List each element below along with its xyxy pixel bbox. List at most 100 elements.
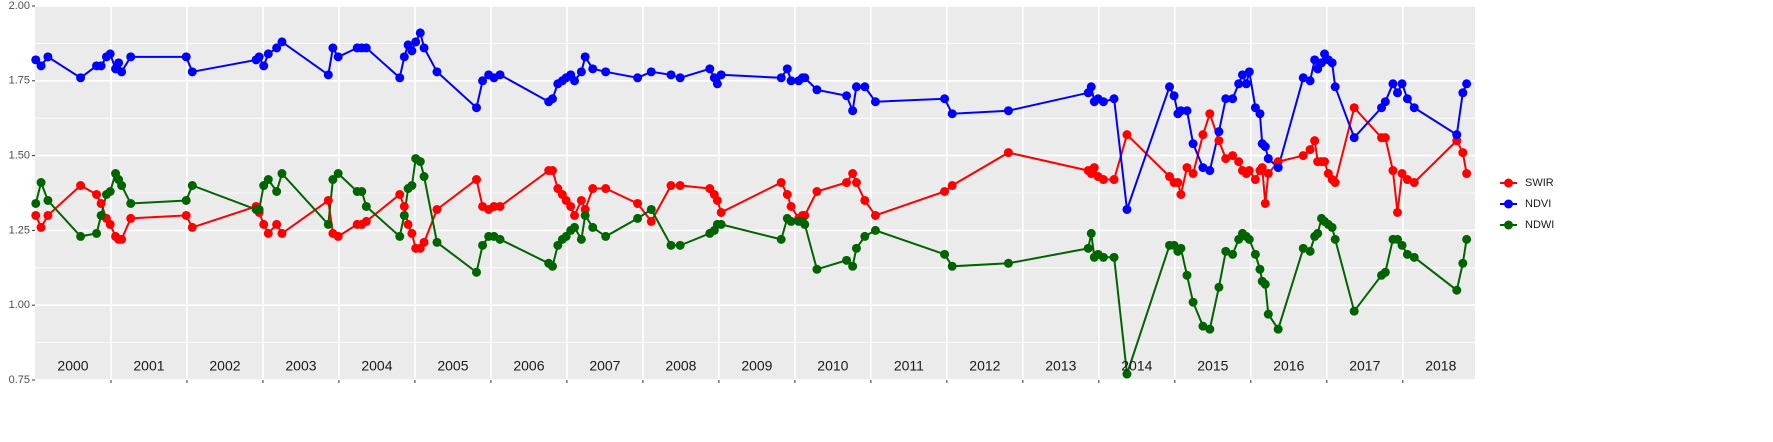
year-label: 2002 bbox=[209, 358, 240, 374]
point bbox=[259, 219, 269, 229]
year-label: 2007 bbox=[589, 358, 620, 374]
point bbox=[1458, 148, 1468, 158]
point bbox=[395, 73, 405, 83]
point bbox=[1214, 136, 1224, 146]
point bbox=[1397, 79, 1407, 89]
point bbox=[566, 201, 576, 211]
point bbox=[633, 198, 643, 208]
point bbox=[570, 76, 580, 86]
point bbox=[1244, 67, 1254, 77]
point bbox=[76, 73, 86, 83]
point bbox=[92, 228, 102, 238]
point bbox=[848, 169, 858, 179]
point bbox=[782, 64, 792, 74]
point bbox=[1198, 163, 1208, 173]
point bbox=[633, 213, 643, 223]
y-tick-label: 1.50 bbox=[9, 150, 30, 162]
point bbox=[328, 175, 338, 185]
point bbox=[646, 204, 656, 214]
legend-key-point bbox=[1504, 199, 1513, 209]
point bbox=[851, 82, 861, 92]
point bbox=[36, 61, 46, 71]
point bbox=[1263, 309, 1273, 319]
point bbox=[776, 73, 786, 83]
point bbox=[432, 237, 442, 247]
point bbox=[263, 175, 273, 185]
axes: 0.75 1.00 1.25 1.50 1.75 2.00 2000 2001 2002 2003… bbox=[9, 0, 1457, 386]
point bbox=[1273, 324, 1283, 334]
point bbox=[1255, 264, 1265, 274]
point bbox=[1327, 58, 1337, 68]
year-label: 2001 bbox=[133, 358, 164, 374]
point bbox=[705, 64, 715, 74]
point bbox=[547, 166, 557, 176]
point bbox=[1409, 103, 1419, 113]
point bbox=[576, 67, 586, 77]
point bbox=[1392, 88, 1402, 98]
point bbox=[1241, 79, 1251, 89]
point bbox=[1298, 73, 1308, 83]
point bbox=[1003, 258, 1013, 268]
point bbox=[419, 43, 429, 53]
point bbox=[399, 210, 409, 220]
point bbox=[1122, 369, 1132, 379]
year-label: 2013 bbox=[1045, 358, 1076, 374]
point bbox=[259, 61, 269, 71]
point bbox=[415, 28, 425, 38]
point bbox=[277, 228, 287, 238]
year-label: 2004 bbox=[361, 358, 392, 374]
point bbox=[1402, 175, 1412, 185]
point bbox=[277, 169, 287, 179]
point bbox=[633, 73, 643, 83]
point bbox=[716, 207, 726, 217]
point bbox=[851, 178, 861, 188]
year-label: 2005 bbox=[437, 358, 468, 374]
point bbox=[76, 231, 86, 241]
point bbox=[860, 82, 870, 92]
point bbox=[1086, 82, 1096, 92]
point bbox=[1098, 252, 1108, 262]
point bbox=[940, 94, 950, 104]
year-label: 2008 bbox=[665, 358, 696, 374]
point bbox=[105, 49, 115, 59]
point bbox=[848, 261, 858, 271]
point bbox=[1330, 234, 1340, 244]
point bbox=[432, 67, 442, 77]
year-label: 2014 bbox=[1121, 358, 1152, 374]
year-label: 2003 bbox=[285, 358, 316, 374]
point bbox=[1228, 94, 1238, 104]
point bbox=[272, 219, 282, 229]
point bbox=[1237, 70, 1247, 80]
point bbox=[675, 240, 685, 250]
point bbox=[181, 210, 191, 220]
point bbox=[1349, 103, 1359, 113]
point bbox=[1182, 270, 1192, 280]
year-label: 2000 bbox=[57, 358, 88, 374]
point bbox=[395, 231, 405, 241]
point bbox=[471, 175, 481, 185]
point bbox=[1198, 321, 1208, 331]
point bbox=[666, 240, 676, 250]
point bbox=[407, 228, 417, 238]
point bbox=[1409, 178, 1419, 188]
point bbox=[263, 49, 273, 59]
point bbox=[842, 91, 852, 101]
point bbox=[1182, 106, 1192, 116]
point bbox=[272, 187, 282, 197]
point bbox=[1122, 204, 1132, 214]
points bbox=[31, 28, 1472, 379]
point bbox=[776, 234, 786, 244]
point bbox=[848, 106, 858, 116]
point bbox=[851, 243, 861, 253]
point bbox=[1188, 297, 1198, 307]
point bbox=[1392, 207, 1402, 217]
point bbox=[31, 55, 41, 65]
point bbox=[126, 52, 136, 62]
point bbox=[187, 67, 197, 77]
legend-label: NDVI bbox=[1525, 198, 1551, 210]
year-label: 2016 bbox=[1273, 358, 1304, 374]
point bbox=[1388, 166, 1398, 176]
point bbox=[43, 195, 53, 205]
year-label: 2012 bbox=[969, 358, 1000, 374]
point bbox=[1349, 133, 1359, 143]
